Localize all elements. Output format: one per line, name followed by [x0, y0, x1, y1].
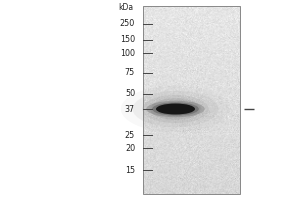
Text: 15: 15 [125, 166, 135, 175]
Text: 50: 50 [125, 90, 135, 98]
Text: 250: 250 [120, 19, 135, 28]
Ellipse shape [156, 104, 195, 114]
Text: 150: 150 [120, 36, 135, 45]
Text: 37: 37 [125, 104, 135, 114]
Text: 100: 100 [120, 49, 135, 58]
Ellipse shape [150, 98, 201, 120]
Text: 20: 20 [125, 144, 135, 153]
Ellipse shape [121, 86, 230, 132]
Text: 75: 75 [125, 68, 135, 77]
Text: kDa: kDa [118, 2, 134, 11]
Bar [142, 6, 240, 194]
Ellipse shape [152, 102, 199, 116]
Ellipse shape [142, 95, 209, 123]
Text: 25: 25 [125, 130, 135, 140]
Ellipse shape [133, 91, 218, 127]
Ellipse shape [146, 101, 205, 117]
